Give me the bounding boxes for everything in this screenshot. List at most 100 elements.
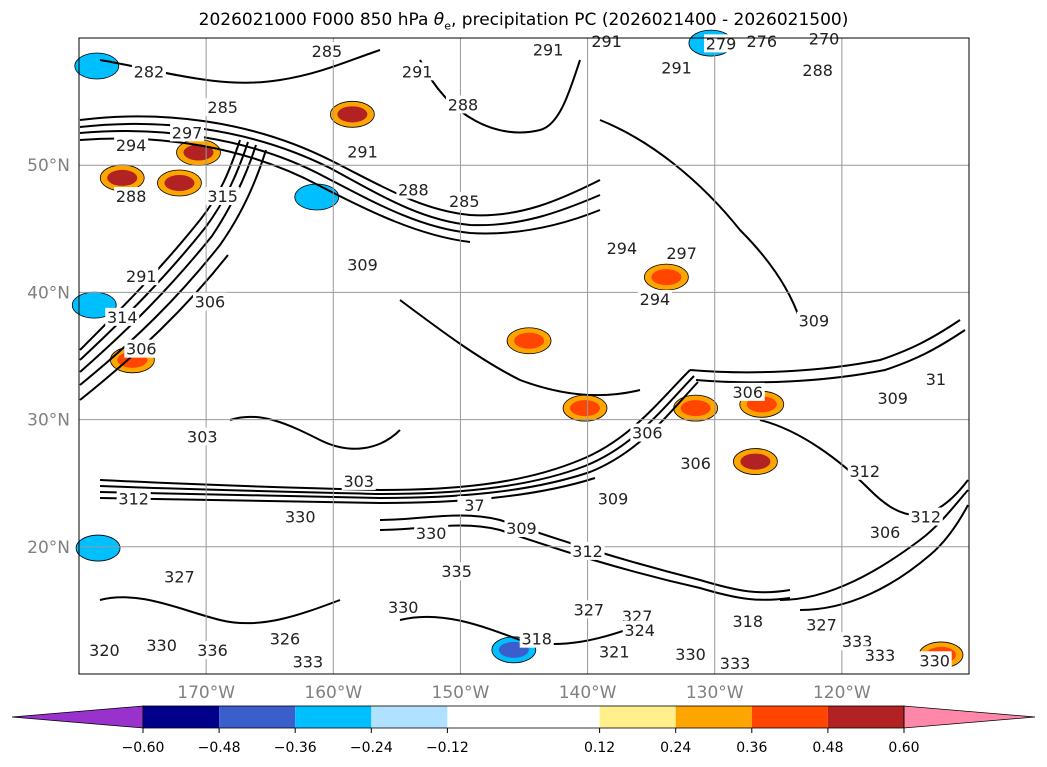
- contour-label-bg: [589, 31, 624, 50]
- contour-label-bg: [571, 600, 606, 619]
- contour-line: [79, 141, 249, 361]
- contour-label: 318: [732, 612, 763, 631]
- contour-label-bg: [908, 507, 943, 526]
- contour-label: 303: [343, 472, 374, 491]
- contour-label: 318: [521, 630, 552, 649]
- contour-label-bg: [195, 641, 230, 660]
- contour-label: 312: [849, 462, 880, 481]
- contour-label-bg: [570, 541, 605, 560]
- colorbar-extend-over: [903, 705, 1036, 729]
- colorbar: [11, 705, 1036, 729]
- precip-region: [680, 400, 711, 417]
- contour-label: 314: [107, 308, 138, 327]
- contour-line: [695, 329, 966, 384]
- colorbar-tick-label: −0.12: [426, 740, 469, 756]
- contour-label-bg: [673, 644, 708, 663]
- contour-label-bg: [664, 244, 699, 263]
- contour-label-bg: [796, 311, 831, 330]
- contour-label: 309: [506, 519, 537, 538]
- contour-label-bg: [345, 142, 380, 161]
- contour-line: [79, 137, 471, 243]
- map-panel: 282 285 285 294 297 288 315 291 306 314 306 291 288 2…: [71, 29, 970, 675]
- contour-label-bg: [192, 292, 227, 311]
- contour-label: 285: [312, 42, 343, 61]
- colorbar-tick-label: −0.24: [350, 740, 393, 756]
- contour-label-bg: [439, 562, 474, 581]
- contour-label-bg: [170, 123, 205, 142]
- contour-label: 327: [806, 616, 837, 635]
- contour-label: 31: [926, 370, 946, 389]
- contour-label-bg: [144, 636, 179, 655]
- contour-label: 297: [666, 244, 697, 263]
- contour-label: 330: [919, 651, 950, 670]
- title-theta-sub: e: [444, 19, 451, 33]
- colorbar-tick-label: 0.24: [660, 740, 691, 756]
- contour-label-bg: [290, 652, 325, 671]
- contour-label: 333: [720, 654, 751, 673]
- contour-label: 312: [118, 490, 149, 509]
- lat-tick-label: 50°N: [27, 156, 70, 176]
- contour-line: [799, 504, 969, 611]
- contour-label-bg: [396, 180, 431, 199]
- precip-region: [651, 269, 682, 286]
- precip-region: [164, 175, 195, 192]
- colorbar-segment: [751, 706, 828, 728]
- precip-region: [83, 540, 114, 557]
- contour-label-bg: [744, 31, 779, 50]
- contour-line: [599, 119, 801, 321]
- contour-label-bg: [162, 567, 197, 586]
- contour-label: 327: [164, 567, 195, 586]
- contour-label-bg: [847, 461, 882, 480]
- lon-tick-label: 170°W: [177, 683, 235, 703]
- contour-label: 320: [89, 641, 120, 660]
- contour-label-bg: [519, 629, 554, 648]
- colorbar-tick-label: −0.36: [274, 740, 317, 756]
- colorbar-tick-label: 0.48: [812, 740, 843, 756]
- contour-label: 309: [799, 312, 830, 331]
- colorbar-tick-label: −0.48: [198, 740, 241, 756]
- precip-region: [79, 297, 110, 314]
- contour-line: [79, 115, 601, 217]
- contour-line: [79, 144, 257, 373]
- contour-label: 291: [591, 32, 622, 51]
- contour-label-bg: [875, 389, 910, 408]
- contour-label: 306: [732, 383, 763, 402]
- contour-label: 330: [675, 645, 706, 664]
- colorbar-segment: [827, 706, 904, 728]
- colorbar-segment: [447, 706, 600, 728]
- contour-label-bg: [604, 239, 639, 258]
- contour-label-bg: [447, 192, 482, 211]
- contour-label: 270: [809, 29, 840, 48]
- contour-label: 291: [347, 142, 378, 161]
- contour-label-bg: [730, 382, 765, 401]
- contour-label-bg: [596, 489, 630, 508]
- contour-label: 282: [134, 62, 165, 81]
- contour-line: [399, 299, 641, 397]
- contour-line: [99, 477, 596, 505]
- colorbar-tick-label: −0.60: [122, 740, 165, 756]
- contour-label-bg: [917, 651, 952, 670]
- graticule: [79, 38, 969, 674]
- contour-label: 297: [172, 123, 203, 142]
- contour-label: 321: [599, 642, 630, 661]
- contour-label-bg: [386, 597, 421, 616]
- contour-label: 330: [146, 636, 177, 655]
- lat-tick-label: 30°N: [27, 411, 70, 431]
- contour-label: 312: [910, 508, 941, 527]
- contour-label: 291: [661, 59, 692, 78]
- contour-label: 288: [448, 95, 479, 114]
- contour-label-bg: [597, 642, 632, 661]
- contour-label-bg: [345, 255, 380, 274]
- contour-label: 336: [197, 641, 228, 660]
- title-run: 2026021000 F000 850 hPa: [198, 10, 429, 30]
- contour-label: 276: [746, 32, 777, 51]
- contour-line: [689, 319, 961, 374]
- contour-label: 306: [195, 293, 226, 312]
- contour-label: 37: [464, 496, 484, 515]
- contour-label-bg: [718, 653, 753, 672]
- colorbar-tick-labels: −0.60 −0.48 −0.36 −0.24 −0.12 0.12 0.24 0.36 0.4…: [122, 728, 920, 756]
- contour-label-bg: [704, 34, 739, 53]
- precip-region: [301, 189, 332, 205]
- contour-label-bg: [185, 427, 220, 446]
